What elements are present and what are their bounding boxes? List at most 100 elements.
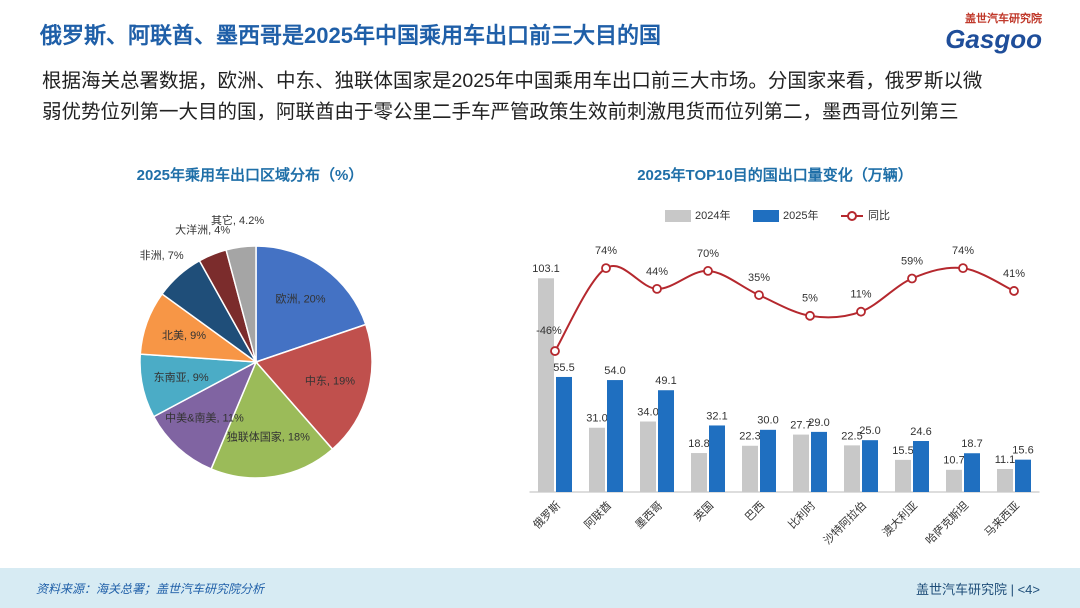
logo-en: Gasgoo (945, 24, 1042, 54)
x-tick-label: 哈萨克斯坦 (922, 498, 971, 547)
bar (691, 453, 707, 492)
x-tick-label: 阿联酋 (581, 498, 614, 531)
bar-label: 25.0 (859, 425, 880, 437)
bar (862, 440, 878, 492)
pie-slice (225, 245, 257, 363)
yoy-label: 59% (901, 255, 923, 267)
legend-marker (847, 211, 857, 221)
bar-label: 24.6 (910, 426, 931, 438)
bar (1015, 459, 1031, 492)
slice-label: 其它, 4.2% (211, 213, 264, 227)
yoy-label: 74% (595, 245, 617, 257)
bar-label: 22.3 (739, 431, 760, 443)
yoy-label: 44% (646, 266, 668, 278)
pie-slice (254, 323, 373, 451)
body-line: 弱优势位列第一大目的国，阿联酋由于零公里二手车严管政策生效前刺激甩货而位列第二，… (42, 101, 959, 123)
bar-label: 54.0 (604, 365, 625, 377)
yoy-marker (1009, 286, 1019, 296)
slice-label: 北美, 9% (162, 329, 206, 342)
x-tick-label: 比利时 (786, 499, 819, 532)
x-tick-label: 墨西哥 (633, 499, 666, 532)
bar (964, 453, 980, 492)
bar-label: 103.1 (532, 263, 560, 275)
x-tick-label: 沙特阿拉伯 (820, 498, 869, 547)
slice-label: 欧洲, 20% (275, 293, 325, 306)
slice-label: 非洲, 7% (140, 249, 184, 262)
bar (895, 459, 911, 492)
yoy-label: 11% (850, 289, 871, 301)
body-line: 根据海关总署数据，欧洲、中东、独联体国家是2025年中国乘用车出口前三大市场。分… (42, 70, 983, 92)
logo-cn: 盖世汽车研究院 (965, 13, 1042, 25)
slide-title: 俄罗斯、阿联酋、墨西哥是2025年中国乘用车出口前三大目的国 (40, 23, 661, 48)
bar (742, 445, 758, 492)
yoy-marker (601, 263, 611, 274)
bar (760, 429, 776, 492)
bar (913, 441, 929, 492)
yoy-label: 74% (952, 245, 974, 257)
x-tick-label: 英国 (691, 498, 716, 523)
bar-label: 10.7 (943, 455, 964, 467)
pie-slice (210, 360, 334, 479)
bar (589, 427, 605, 492)
bar-label: 55.5 (553, 362, 574, 374)
x-tick-label: 俄罗斯 (531, 499, 564, 532)
x-tick-label: 巴西 (743, 500, 767, 524)
yoy-marker (703, 266, 713, 276)
x-tick-label: 澳大利亚 (879, 498, 920, 539)
yoy-label: 70% (697, 248, 719, 260)
yoy-marker (805, 310, 815, 321)
legend-swatch (753, 210, 779, 222)
bar-label: 18.8 (688, 438, 709, 450)
bar (793, 434, 809, 492)
yoy-marker (958, 263, 968, 274)
bar (538, 278, 554, 492)
yoy-marker (754, 290, 764, 300)
yoy-marker (907, 273, 917, 284)
slice-label: 中东, 19% (305, 375, 355, 388)
bar (640, 421, 656, 492)
source: 资料来源：海关总署；盖世汽车研究院分析 (36, 582, 265, 596)
yoy-line (554, 265, 1015, 352)
footer: 资料来源：海关总署；盖世汽车研究院分析 盖世汽车研究院 | <4> (0, 568, 1080, 608)
bar (844, 445, 860, 492)
bar (556, 376, 572, 492)
bar-label: 30.0 (757, 415, 778, 427)
bar-label: 34.0 (637, 406, 658, 418)
bar-label: 18.7 (961, 438, 982, 450)
charts: 2025年乘用车出口区域分布（%） 2025年TOP10目的国出口量变化（万辆）… (137, 166, 1040, 547)
yoy-label: 35% (748, 272, 770, 284)
legend-label: 2025年 (783, 208, 818, 222)
bar (946, 469, 962, 492)
pie-slice (255, 245, 367, 364)
bar-label: 27.7 (790, 419, 811, 431)
bar-label: 29.0 (808, 417, 829, 429)
legend-swatch (665, 210, 691, 222)
yoy-label: -46% (536, 325, 562, 337)
yoy-label: 41% (1003, 268, 1025, 280)
slice-label: 中美&南美, 11% (165, 412, 244, 425)
bar-label: 32.1 (706, 410, 727, 422)
bar-label: 49.1 (655, 375, 676, 387)
legend-label: 同比 (868, 209, 890, 222)
slice-label: 东南亚, 9% (154, 371, 209, 384)
slice-label: 独联体国家, 18% (227, 429, 310, 443)
bar-label: 31.0 (586, 413, 607, 425)
yoy-marker (550, 346, 560, 356)
bar-label: 22.5 (841, 430, 862, 442)
bar-label: 15.6 (1012, 445, 1033, 457)
page-number: 盖世汽车研究院 | <4> (915, 582, 1040, 597)
bar-label: 15.5 (892, 445, 913, 457)
bar (658, 390, 674, 492)
bar (997, 468, 1013, 492)
bar (709, 425, 725, 492)
bar (811, 431, 827, 492)
bar-title: 2025年TOP10目的国出口量变化（万辆） (637, 166, 913, 184)
yoy-marker (652, 283, 662, 294)
pie-title: 2025年乘用车出口区域分布（%） (137, 166, 364, 184)
yoy-label: 5% (802, 293, 818, 305)
x-tick-label: 马来西亚 (982, 499, 1022, 539)
bar (607, 380, 623, 492)
bar-label: 11.1 (995, 454, 1016, 466)
pie-slice (152, 360, 258, 470)
